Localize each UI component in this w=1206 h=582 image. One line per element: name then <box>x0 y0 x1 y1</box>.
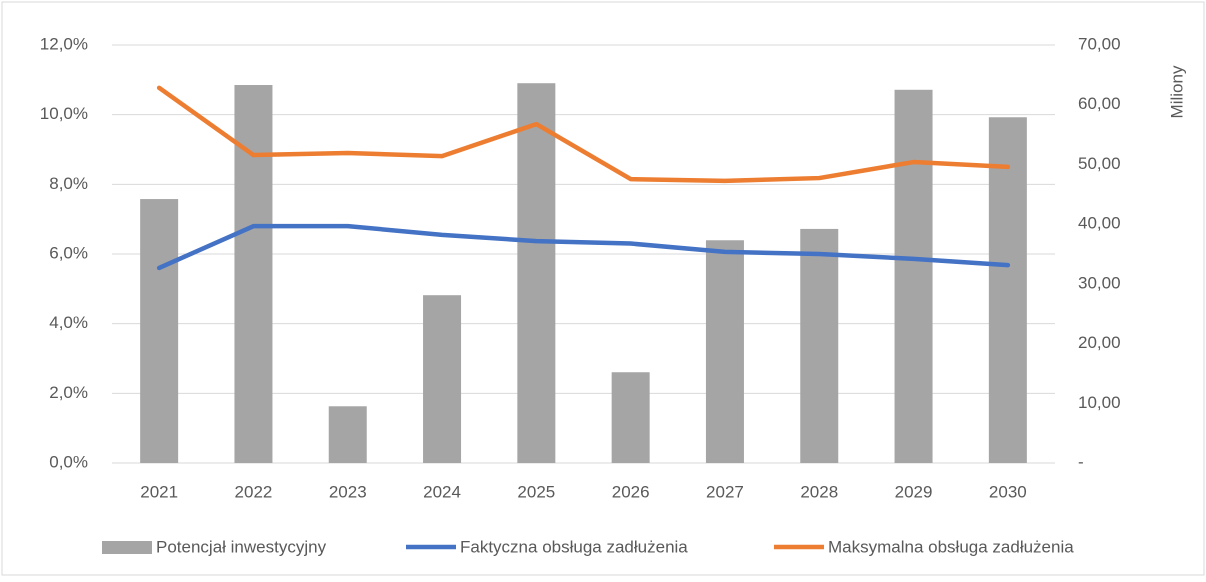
bar <box>328 406 367 463</box>
bar <box>705 240 744 463</box>
line <box>156 85 1011 184</box>
y2-tick-label: 40,00 <box>1078 214 1121 233</box>
x-tick-label: 2028 <box>800 482 838 501</box>
legend-swatch <box>102 541 152 554</box>
y-tick-label: 6,0% <box>49 243 88 262</box>
line <box>156 223 1011 271</box>
y2-tick-label: 70,00 <box>1078 34 1121 53</box>
bar <box>423 295 462 463</box>
y2-tick-label: 60,00 <box>1078 94 1121 113</box>
bar <box>140 199 179 463</box>
legend-label: Potencjał inwestycyjny <box>156 537 327 556</box>
y2-tick-label: 20,00 <box>1078 333 1121 352</box>
bar <box>988 117 1027 464</box>
bar <box>800 228 839 463</box>
bar <box>894 89 933 464</box>
x-tick-label: 2022 <box>235 482 273 501</box>
bar <box>517 83 556 464</box>
x-tick-label: 2026 <box>612 482 650 501</box>
x-tick-label: 2021 <box>140 482 178 501</box>
y2-tick-label: 50,00 <box>1078 154 1121 173</box>
y2-axis-title: Miliony <box>1167 65 1186 118</box>
bar <box>611 372 650 463</box>
x-tick-label: 2024 <box>423 482 461 501</box>
y-tick-label: 12,0% <box>40 34 88 53</box>
x-tick-label: 2027 <box>706 482 744 501</box>
bar <box>234 85 273 463</box>
x-tick-label: 2025 <box>517 482 555 501</box>
y-tick-label: 8,0% <box>49 174 88 193</box>
y-tick-label: 2,0% <box>49 383 88 402</box>
y2-tick-label: 30,00 <box>1078 273 1121 292</box>
x-tick-label: 2023 <box>329 482 367 501</box>
legend-label: Faktyczna obsługa zadłużenia <box>460 537 688 556</box>
y-tick-label: 0,0% <box>49 452 88 471</box>
legend-label: Maksymalna obsługa zadłużenia <box>828 537 1074 556</box>
y2-tick-label: - <box>1078 452 1084 471</box>
y2-tick-label: 10,00 <box>1078 393 1121 412</box>
y-tick-label: 4,0% <box>49 313 88 332</box>
y-tick-label: 10,0% <box>40 104 88 123</box>
x-tick-label: 2029 <box>895 482 933 501</box>
x-tick-label: 2030 <box>989 482 1027 501</box>
